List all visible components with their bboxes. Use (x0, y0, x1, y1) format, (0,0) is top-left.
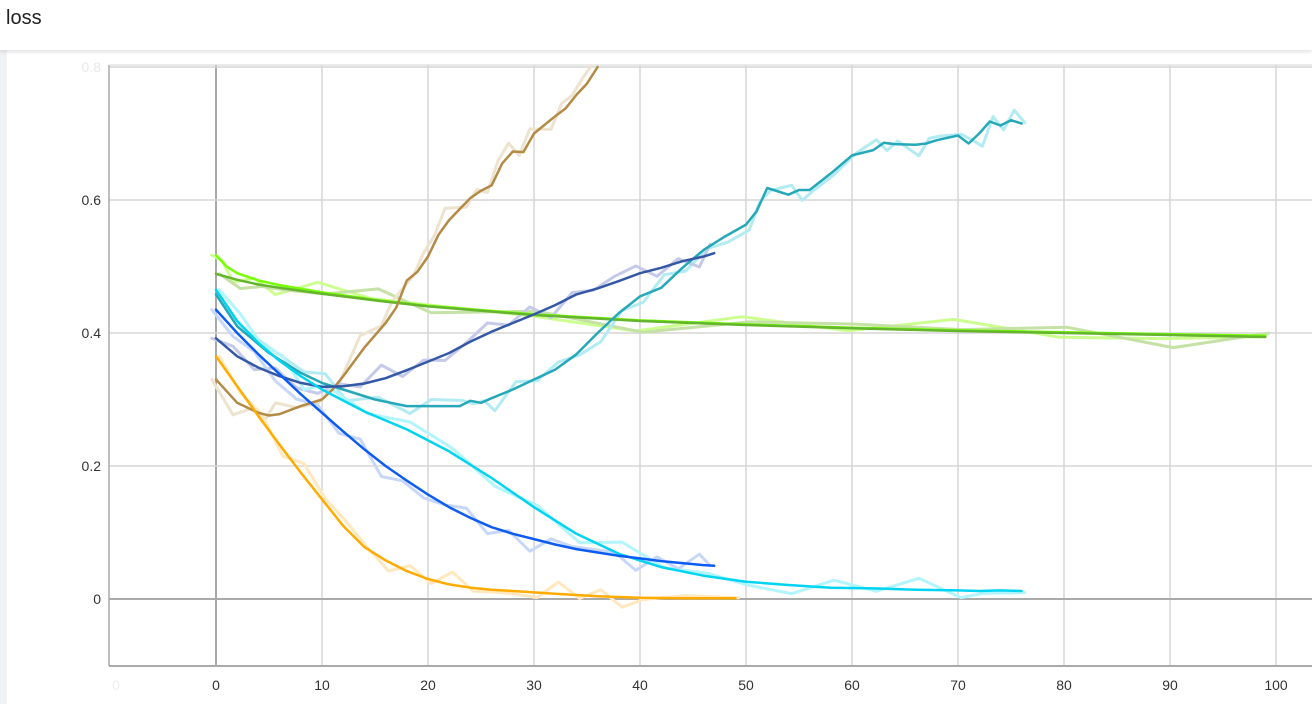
y-tick-label: 0.6 (82, 192, 102, 208)
chart-header: loss (0, 0, 1312, 50)
run-orange-line[interactable] (214, 355, 737, 600)
x-tick-label: 100 (1264, 677, 1288, 693)
run-brown-line[interactable] (214, 65, 599, 417)
run-blue-raw-line (210, 308, 712, 572)
tick-labels: 0 10 20 30 40 50 60 70 80 90 100 0 0 0.2 0.4 0.6 0.8 (82, 59, 1288, 693)
run-green-light-raw-line (210, 253, 1263, 341)
raw-series-lines (210, 65, 1271, 609)
x-tick-label: 10 (314, 677, 330, 693)
y-tick-label: 0.2 (82, 458, 102, 474)
run-teal-line[interactable] (214, 118, 1023, 408)
x-tick-label: 40 (632, 677, 648, 693)
x-tick-label: 0 (212, 677, 220, 693)
chart-title: loss (6, 7, 42, 29)
run-navy-raw-line (210, 242, 712, 395)
run-cyan-raw-line (217, 288, 1027, 600)
run-navy-line[interactable] (214, 251, 716, 389)
run-orange-raw-line (217, 354, 741, 609)
run-teal-raw-line (217, 108, 1027, 415)
run-green-dark-line[interactable] (214, 272, 1267, 339)
run-green-dark-raw-line (217, 272, 1271, 350)
run-blue-line[interactable] (214, 308, 716, 568)
run-cyan-line[interactable] (214, 288, 1023, 593)
y-tick-label: 0 (93, 591, 101, 607)
chart-axes (108, 64, 1312, 667)
smoothed-series-lines (214, 65, 1267, 600)
y-tick-label: 0.8 (82, 59, 102, 75)
x-tick-label-ghost: 0 (112, 677, 120, 693)
left-panel-edge (0, 50, 7, 704)
x-tick-label: 80 (1056, 677, 1072, 693)
x-tick-label: 90 (1162, 677, 1178, 693)
x-tick-label: 20 (420, 677, 436, 693)
x-tick-label: 70 (950, 677, 966, 693)
y-tick-label: 0.4 (82, 325, 102, 341)
x-tick-label: 50 (738, 677, 754, 693)
run-brown-raw-line (210, 65, 595, 422)
x-tick-label: 60 (844, 677, 860, 693)
x-tick-label: 30 (526, 677, 542, 693)
